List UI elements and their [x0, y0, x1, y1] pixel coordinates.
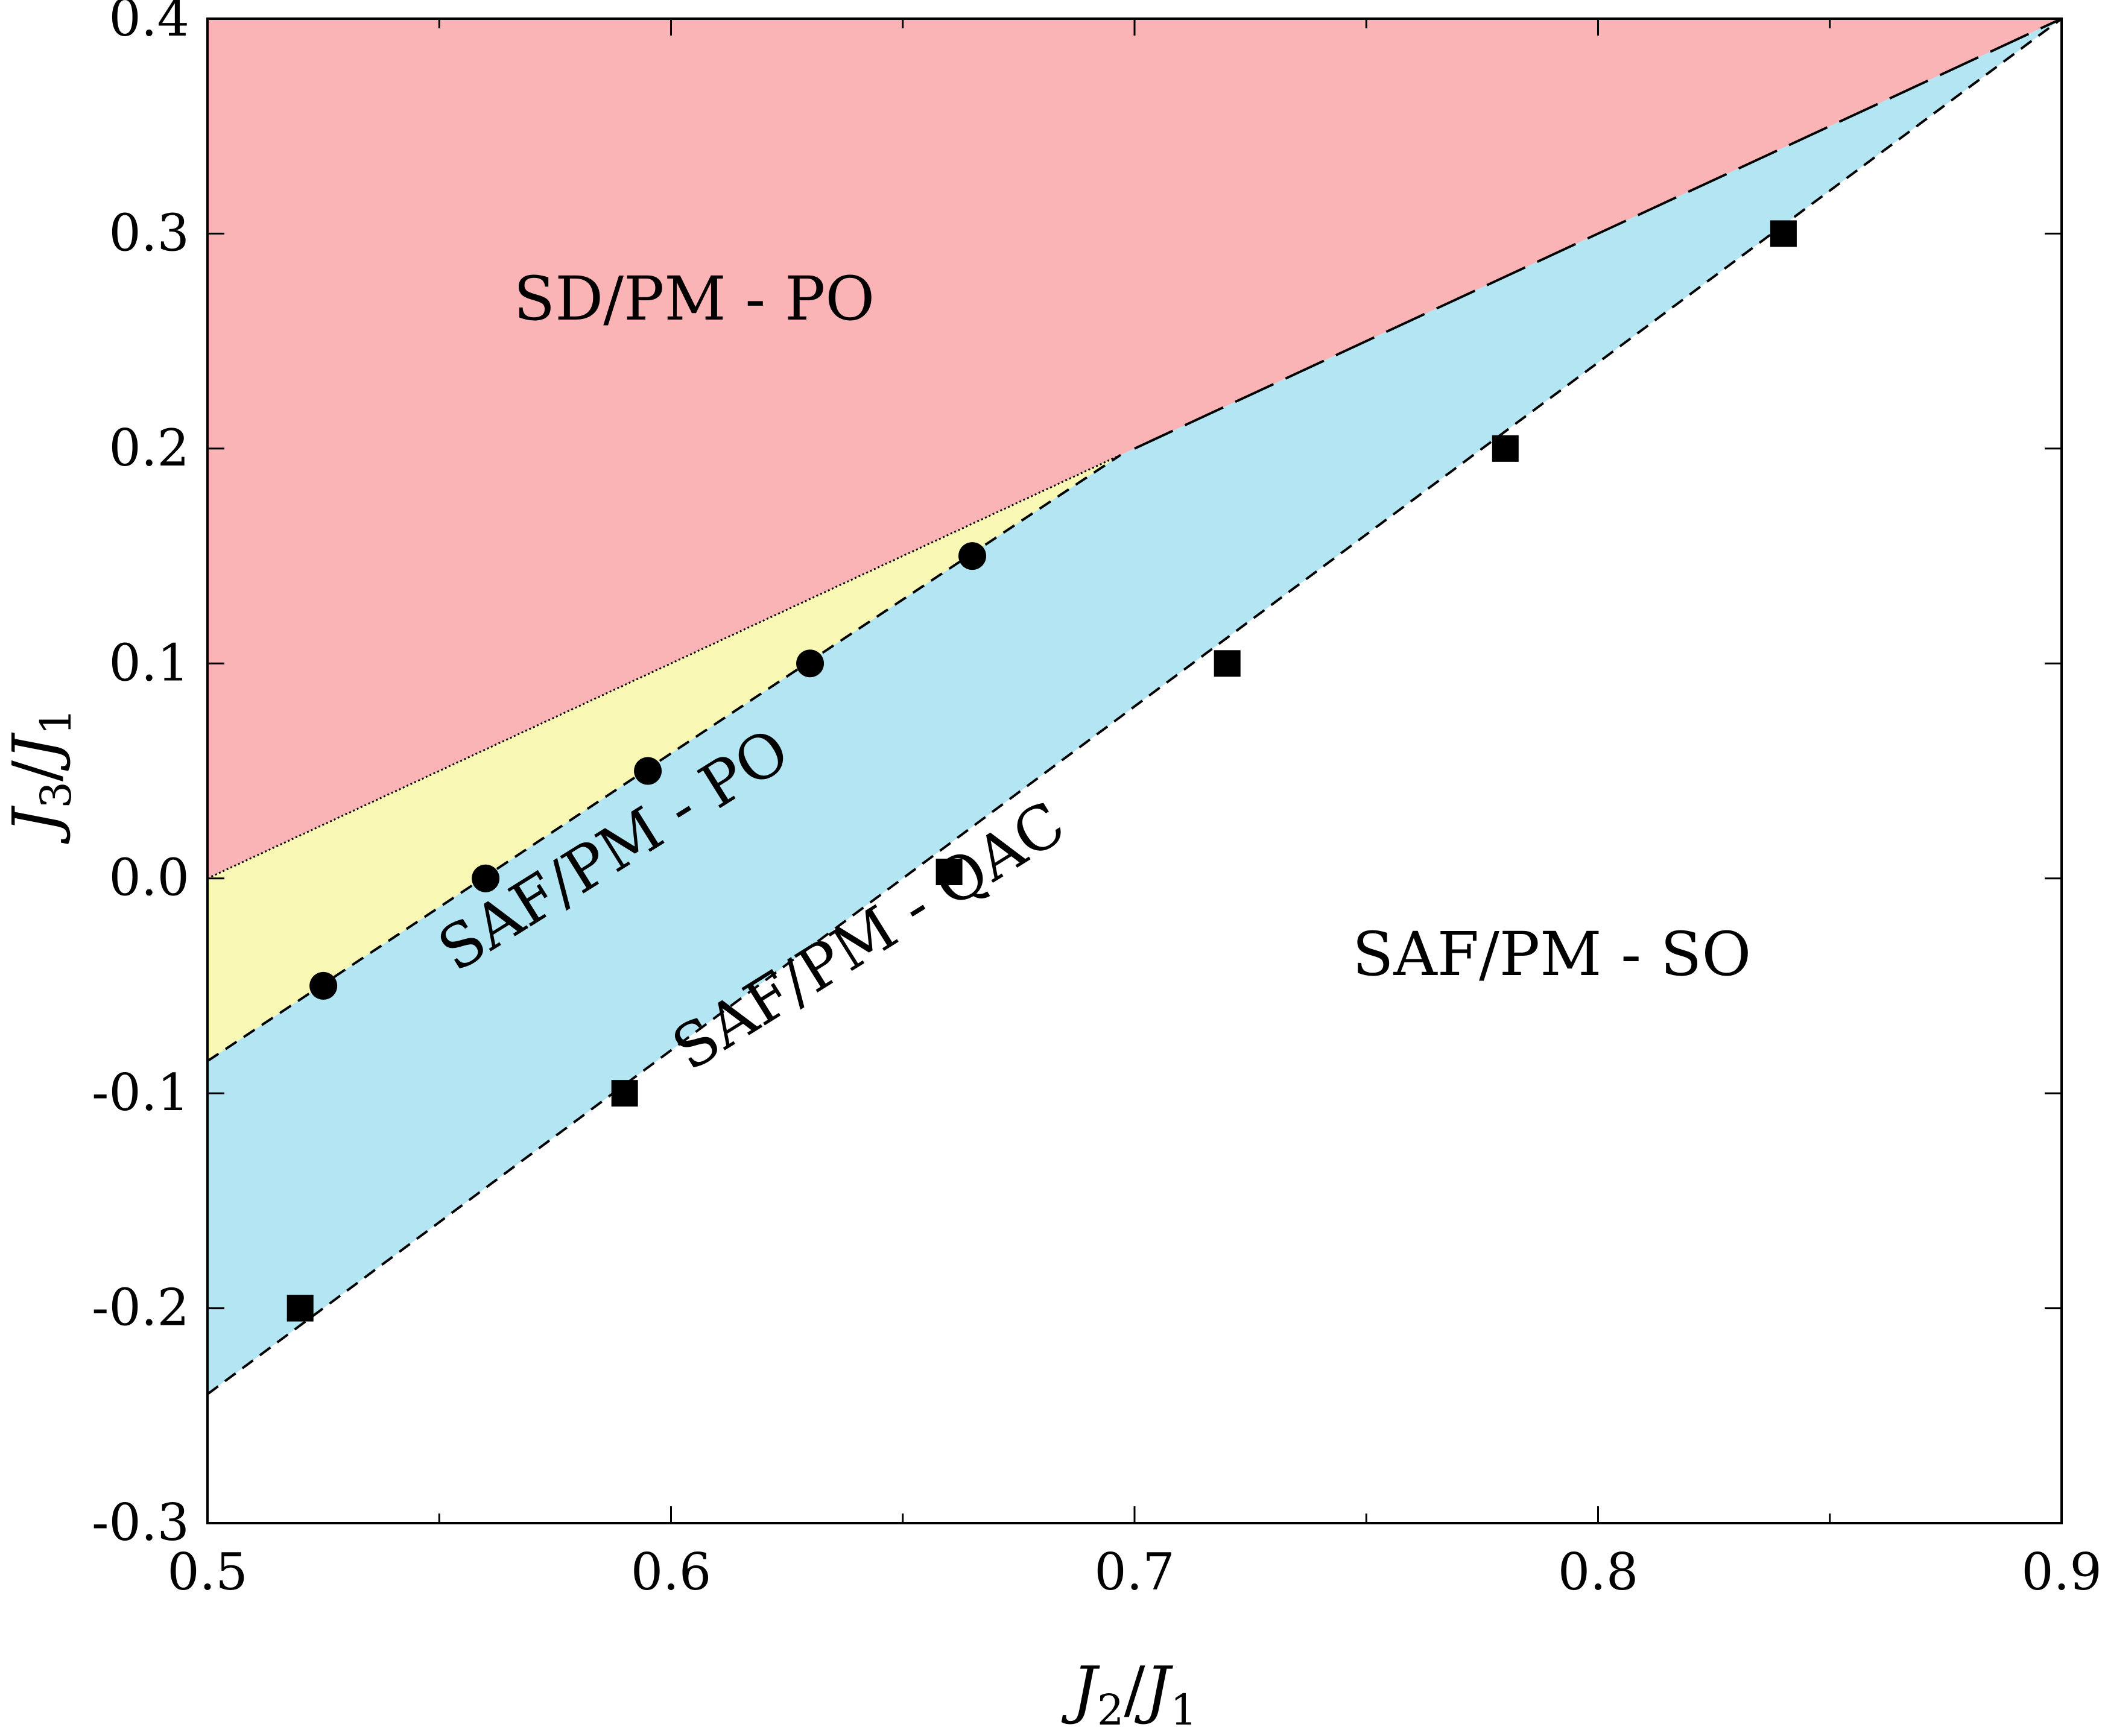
circle-point: [796, 649, 825, 678]
y-axis-label: J3/J1: [0, 709, 81, 845]
y-tick-label: 0.2: [109, 418, 189, 478]
y-tick-label: -0.3: [92, 1493, 189, 1552]
circle-point: [634, 757, 662, 785]
y-tick-label: 0.4: [109, 0, 189, 48]
y-tick-label: 0.0: [109, 848, 189, 907]
y-tick-label: -0.2: [92, 1278, 189, 1337]
square-point: [1214, 650, 1241, 677]
x-tick-label: 0.8: [1558, 1542, 1639, 1602]
data-points: [286, 220, 1797, 1322]
circle-point: [472, 864, 500, 892]
square-point: [935, 859, 963, 886]
region-label: SD/PM - PO: [514, 264, 875, 334]
square-point: [1770, 220, 1797, 247]
x-tick-label: 0.7: [1094, 1542, 1175, 1602]
boundary-dashed-lower: [206, 17, 2063, 1395]
axis-ticks: 0.5 0.6 0.7 0.8 0.9 -0.3 -0.2 -0.1 0.0 0.1 0.2 0.3 0…: [92, 0, 2102, 1602]
x-tick-label: 0.9: [2021, 1542, 2102, 1602]
y-tick-label: -0.1: [92, 1063, 189, 1122]
square-point: [1492, 435, 1519, 462]
square-point: [611, 1080, 638, 1107]
y-tick-label: 0.3: [109, 203, 189, 262]
square-point: [286, 1295, 314, 1322]
boundary-long-dash: [1134, 17, 2062, 450]
region-label: SAF/PM - SO: [1352, 919, 1751, 990]
x-tick-label: 0.5: [167, 1542, 248, 1602]
boundary-dotted: [207, 454, 1121, 880]
circle-point: [958, 542, 987, 570]
y-tick-label: 0.1: [109, 633, 189, 692]
x-axis-label: J2/J1: [1061, 1653, 1197, 1735]
circle-point: [309, 971, 338, 1000]
x-tick-label: 0.6: [631, 1542, 712, 1602]
